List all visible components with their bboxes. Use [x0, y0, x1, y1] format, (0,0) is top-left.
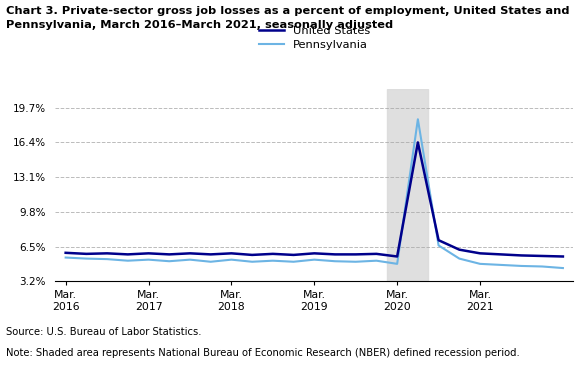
Pennsylvania — [269, 259, 276, 263]
Pennsylvania — [497, 263, 504, 267]
United States — [539, 254, 546, 258]
Text: Source: U.S. Bureau of Labor Statistics.: Source: U.S. Bureau of Labor Statistics. — [6, 327, 201, 337]
Pennsylvania — [290, 259, 297, 264]
Pennsylvania — [186, 258, 193, 262]
Pennsylvania — [332, 259, 339, 263]
Text: Note: Shaded area represents National Bureau of Economic Research (NBER) defined: Note: Shaded area represents National Bu… — [6, 348, 520, 358]
United States — [228, 251, 235, 256]
Pennsylvania — [311, 258, 318, 262]
United States — [311, 251, 318, 256]
Text: Chart 3. Private-sector gross job losses as a percent of employment, United Stat: Chart 3. Private-sector gross job losses… — [6, 6, 569, 16]
Pennsylvania — [559, 266, 566, 270]
Pennsylvania — [414, 117, 421, 121]
Pennsylvania — [83, 256, 90, 261]
United States — [332, 252, 339, 257]
United States — [497, 252, 504, 257]
Pennsylvania — [352, 259, 359, 264]
Pennsylvania — [393, 262, 400, 266]
Pennsylvania — [207, 259, 214, 264]
Pennsylvania — [435, 243, 442, 248]
United States — [207, 252, 214, 257]
Bar — [387, 89, 428, 281]
Pennsylvania — [539, 264, 546, 269]
Pennsylvania — [373, 259, 380, 263]
Pennsylvania — [145, 258, 152, 262]
Line: Pennsylvania: Pennsylvania — [66, 119, 563, 268]
Pennsylvania — [228, 258, 235, 262]
Pennsylvania — [456, 256, 463, 261]
United States — [435, 238, 442, 242]
United States — [125, 252, 132, 257]
Pennsylvania — [249, 259, 255, 264]
United States — [83, 252, 90, 256]
United States — [166, 252, 173, 257]
United States — [373, 252, 380, 256]
Pennsylvania — [125, 259, 132, 263]
United States — [249, 253, 255, 257]
United States — [456, 248, 463, 252]
United States — [518, 253, 525, 258]
United States — [352, 252, 359, 257]
United States — [414, 140, 421, 145]
Line: United States: United States — [66, 142, 563, 256]
United States — [62, 250, 69, 255]
Pennsylvania — [518, 264, 525, 268]
United States — [559, 254, 566, 259]
Pennsylvania — [62, 255, 69, 260]
United States — [393, 254, 400, 259]
United States — [186, 251, 193, 256]
United States — [290, 253, 297, 257]
United States — [269, 252, 276, 256]
Pennsylvania — [104, 257, 111, 261]
Pennsylvania — [166, 259, 173, 263]
Pennsylvania — [477, 262, 484, 266]
United States — [145, 251, 152, 256]
United States — [104, 251, 111, 256]
Legend: United States, Pennsylvania: United States, Pennsylvania — [254, 21, 375, 54]
Text: Pennsylvania, March 2016–March 2021, seasonally adjusted: Pennsylvania, March 2016–March 2021, sea… — [6, 20, 393, 30]
United States — [477, 251, 484, 256]
